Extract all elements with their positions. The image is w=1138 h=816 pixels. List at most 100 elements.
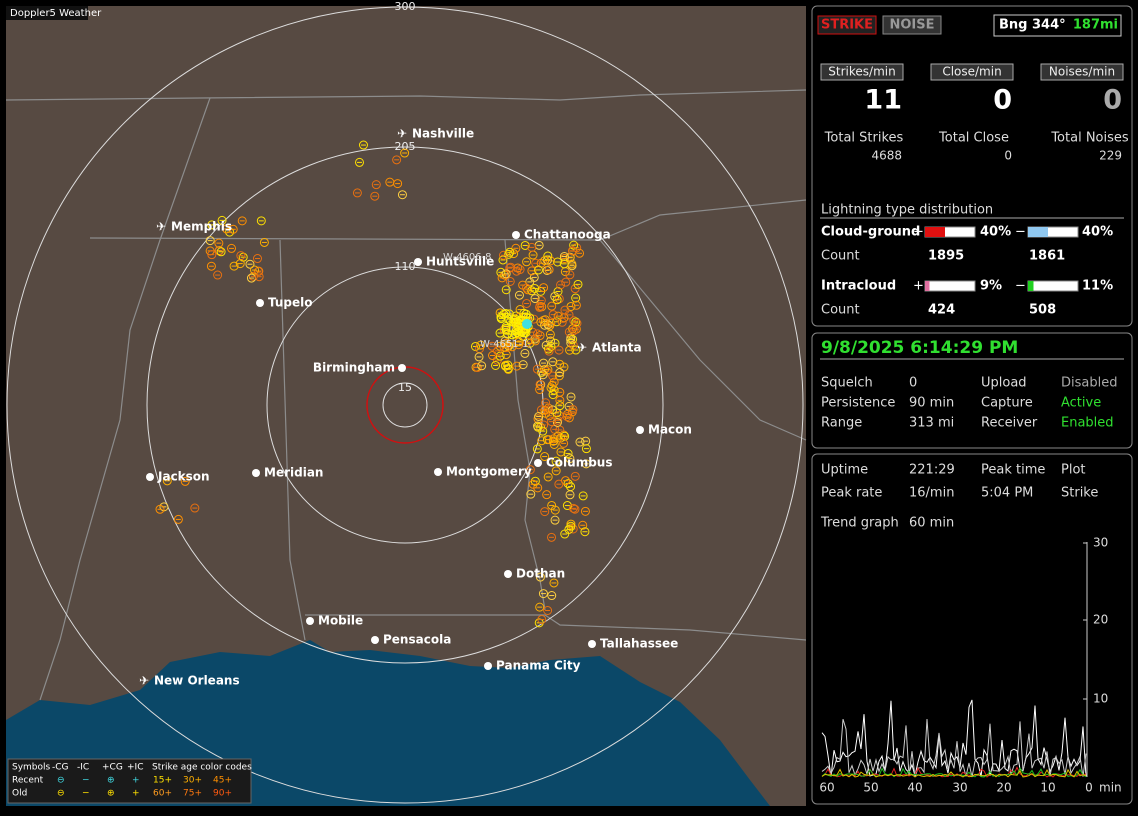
strike-marker <box>556 447 566 457</box>
strike-marker <box>568 503 578 513</box>
strike-marker <box>501 269 511 279</box>
strike-marker <box>559 259 569 269</box>
strike-marker <box>190 503 200 513</box>
legend-symbol: ⊕ <box>107 789 115 799</box>
x-tick-label: 60 <box>819 781 834 795</box>
strike-marker <box>565 345 575 355</box>
strike-marker <box>501 309 511 319</box>
strike-marker <box>509 249 519 259</box>
strike-marker <box>504 314 514 324</box>
strike-marker <box>533 421 543 431</box>
x-tick-label: 50 <box>863 781 878 795</box>
strike-marker <box>540 452 550 462</box>
strike-marker <box>542 490 552 500</box>
legend-box <box>7 758 252 804</box>
strike-marker <box>520 348 530 358</box>
strike-marker <box>543 251 553 261</box>
strike-marker <box>557 317 567 327</box>
strike-marker <box>525 465 535 475</box>
strike-marker <box>560 431 570 441</box>
strike-marker <box>496 267 506 277</box>
city-label: Memphis <box>171 220 232 234</box>
stat: 60 min <box>909 516 954 531</box>
strike-marker <box>570 471 580 481</box>
strike-marker <box>516 327 526 337</box>
side-panel <box>811 5 1133 805</box>
strike-marker <box>385 177 395 187</box>
y-tick-label: 30 <box>1093 536 1108 550</box>
strike-marker <box>222 224 232 234</box>
legend-type: +IC <box>127 763 143 773</box>
strike-marker <box>539 420 549 430</box>
setting: Persistence <box>821 396 895 411</box>
strike-marker <box>474 352 484 362</box>
rate-header <box>1040 63 1124 81</box>
strike-marker <box>518 360 528 370</box>
strike-marker <box>493 346 503 356</box>
strike-marker <box>546 383 556 393</box>
bar-fill <box>1028 281 1034 291</box>
strike-marker <box>400 148 410 158</box>
strike-marker <box>522 257 532 267</box>
strike-marker <box>568 334 578 344</box>
legend-age: 60+ <box>153 789 172 799</box>
strike-marker <box>565 270 575 280</box>
strike-marker <box>250 265 260 275</box>
strike-marker <box>535 379 545 389</box>
strike-marker <box>539 283 549 293</box>
strike-marker <box>581 459 591 469</box>
strike-marker <box>547 301 557 311</box>
strike-marker <box>559 438 569 448</box>
legend-age: 75+ <box>183 789 202 799</box>
city-label: Dothan <box>516 567 565 581</box>
x-tick-label: 30 <box>952 781 967 795</box>
bearing: Bng 344° <box>999 18 1066 33</box>
strike-marker <box>566 333 576 343</box>
city-label: Columbus <box>546 456 613 470</box>
strike-marker <box>571 300 581 310</box>
strike-marker <box>370 191 380 201</box>
legend-symbol: + <box>132 776 140 786</box>
strike-marker <box>503 341 513 351</box>
stat: 5:04 PM <box>981 486 1033 501</box>
stat: Strike <box>1061 486 1098 501</box>
city-label: Nashville <box>412 127 474 141</box>
strike-marker <box>567 246 577 256</box>
setting: Receiver <box>981 416 1038 431</box>
city-label: Chattanooga <box>524 228 611 242</box>
rate-value: 11 <box>864 85 902 116</box>
stat: 221:29 <box>909 463 955 478</box>
strike-marker <box>514 340 524 350</box>
strike-marker <box>573 279 583 289</box>
strike-marker <box>561 277 571 287</box>
range-ring <box>266 266 544 544</box>
bearing-box <box>993 14 1122 37</box>
strike-marker <box>543 405 553 415</box>
city-label: Birmingham <box>313 361 395 375</box>
strike-marker <box>544 435 554 445</box>
rate-value: 0 <box>993 85 1012 116</box>
strike-marker <box>527 242 537 252</box>
strike-marker <box>554 345 564 355</box>
legend-age: 90+ <box>213 789 232 799</box>
strike-marker <box>487 341 497 351</box>
strike-marker <box>512 327 522 337</box>
sign: + <box>913 225 924 240</box>
strike-marker <box>530 336 540 346</box>
rate-header-label: Noises/min <box>1049 65 1115 79</box>
strike-marker <box>568 404 578 414</box>
strike-marker <box>535 602 545 612</box>
strike-marker <box>538 426 548 436</box>
strike-marker <box>526 489 536 499</box>
rate-header-label: Strikes/min <box>828 65 895 79</box>
city-label: Tallahassee <box>600 637 678 651</box>
strike-marker <box>578 520 588 530</box>
trend-line <box>821 768 1087 778</box>
city-label: Mobile <box>318 614 363 628</box>
strike-marker <box>548 310 558 320</box>
strike-marker <box>522 298 532 308</box>
state-borders <box>5 89 807 701</box>
strike-marker <box>563 449 573 459</box>
city-dot <box>414 258 422 266</box>
x-tick-label: 20 <box>996 781 1011 795</box>
